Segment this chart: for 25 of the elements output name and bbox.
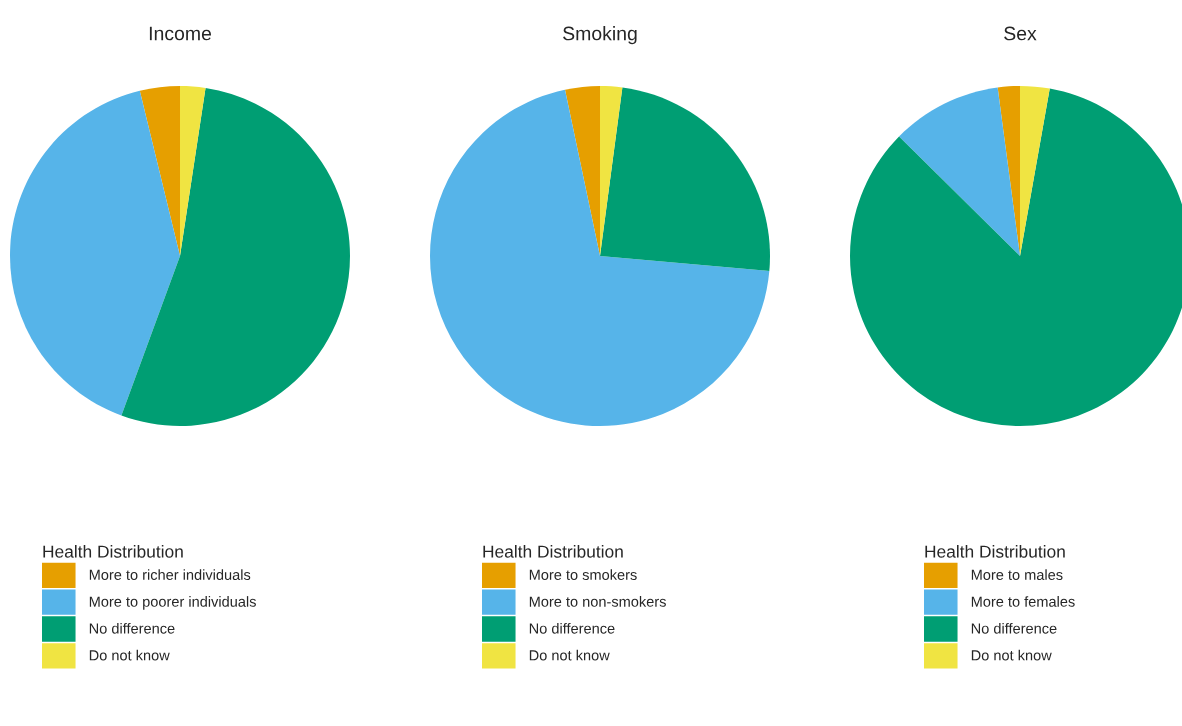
pie-slice [430, 89, 770, 426]
chart-title: Smoking [563, 26, 637, 45]
legend-label: More to richer individuals [89, 569, 251, 580]
pie-slice [565, 86, 600, 256]
chart-title: Sex [1004, 26, 1037, 41]
legend-label: Do not know [971, 649, 1052, 661]
chart-title: Income [149, 26, 212, 41]
legend-title: Health Distribution [483, 545, 623, 558]
legend-label: Do not know [89, 649, 170, 661]
legend-label: No difference [971, 622, 1057, 634]
pie-slice [180, 86, 206, 256]
legend-title: Health Distribution [43, 545, 183, 558]
legend-label: More to females [971, 596, 1075, 607]
legend-label: No difference [529, 622, 615, 634]
pie-slice [121, 87, 350, 426]
pie-slice [10, 90, 180, 416]
legend-label: More to males [971, 569, 1063, 580]
pie-slice [139, 86, 180, 256]
legend-title: Health Distribution [925, 545, 1065, 558]
legend-label: No difference [89, 622, 175, 634]
legend-label: More to smokers [529, 569, 637, 580]
legend-label: Do not know [529, 649, 610, 661]
pie-slice [600, 87, 770, 271]
legend-label: More to poorer individuals [89, 596, 256, 610]
legend-label: More to non-smokers [529, 596, 666, 607]
